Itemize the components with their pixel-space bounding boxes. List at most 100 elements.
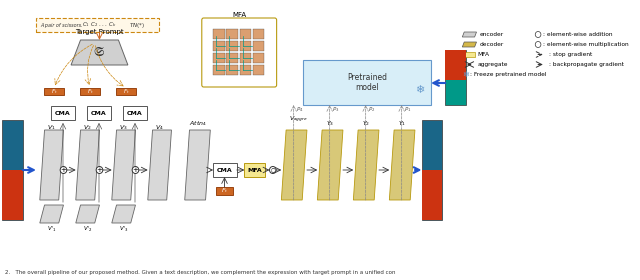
Text: : element-wise addition: : element-wise addition: [543, 32, 612, 37]
Text: +: +: [132, 167, 138, 173]
Text: : backpropagate gradient: : backpropagate gradient: [548, 62, 623, 67]
Text: CMA: CMA: [217, 167, 233, 172]
FancyBboxPatch shape: [216, 187, 233, 195]
FancyBboxPatch shape: [303, 60, 431, 105]
Polygon shape: [389, 130, 415, 200]
Text: : Freeze pretrained model: : Freeze pretrained model: [470, 72, 547, 77]
Text: : element-wise multiplication: : element-wise multiplication: [543, 42, 628, 47]
FancyBboxPatch shape: [239, 65, 251, 75]
Text: +: +: [97, 167, 102, 173]
FancyBboxPatch shape: [239, 29, 251, 39]
Circle shape: [96, 167, 103, 174]
Text: $P_1$: $P_1$: [404, 105, 411, 114]
FancyBboxPatch shape: [253, 65, 264, 75]
Text: $F_t$: $F_t$: [123, 87, 129, 96]
Text: $F_t$: $F_t$: [221, 186, 228, 195]
Text: $F_t$: $F_t$: [51, 87, 58, 96]
FancyBboxPatch shape: [2, 120, 23, 220]
Polygon shape: [76, 130, 99, 200]
Text: $Y_1$: $Y_1$: [398, 119, 406, 128]
Text: $V'_1$: $V'_1$: [47, 225, 56, 234]
Polygon shape: [40, 205, 63, 223]
Circle shape: [60, 167, 67, 174]
Polygon shape: [112, 130, 136, 200]
FancyBboxPatch shape: [213, 29, 225, 39]
Text: $V_{aggre}$: $V_{aggre}$: [289, 115, 308, 125]
FancyBboxPatch shape: [202, 18, 276, 87]
FancyBboxPatch shape: [422, 170, 442, 220]
FancyBboxPatch shape: [227, 41, 238, 51]
Text: $TN(*)$: $TN(*)$: [129, 20, 145, 29]
FancyBboxPatch shape: [253, 29, 264, 39]
Text: MFA: MFA: [477, 52, 490, 57]
Text: Target Prompt: Target Prompt: [75, 29, 124, 35]
Text: $\mathfrak{S}$: $\mathfrak{S}$: [93, 46, 106, 59]
Polygon shape: [317, 130, 343, 200]
Text: $Attn_4$: $Attn_4$: [189, 119, 207, 128]
Text: : stop gradient: : stop gradient: [548, 52, 592, 57]
Text: decoder: decoder: [479, 42, 504, 47]
Polygon shape: [282, 130, 307, 200]
FancyBboxPatch shape: [213, 53, 225, 63]
Polygon shape: [148, 130, 172, 200]
Polygon shape: [185, 130, 211, 200]
Text: CMA: CMA: [91, 111, 107, 116]
Text: $C_1\ C_2\ ...\ C_k$: $C_1\ C_2\ ...\ C_k$: [82, 20, 117, 29]
FancyBboxPatch shape: [123, 106, 147, 120]
Text: ❄: ❄: [463, 70, 470, 79]
FancyBboxPatch shape: [36, 18, 159, 32]
Text: $V_2$: $V_2$: [83, 123, 92, 132]
FancyBboxPatch shape: [213, 41, 225, 51]
Text: $V_4$: $V_4$: [156, 123, 164, 132]
Polygon shape: [76, 205, 99, 223]
Text: $P_2$: $P_2$: [367, 105, 375, 114]
Text: $Y_2$: $Y_2$: [362, 119, 370, 128]
FancyBboxPatch shape: [2, 170, 23, 220]
Polygon shape: [462, 42, 477, 47]
FancyBboxPatch shape: [213, 163, 237, 177]
Text: $Y_3$: $Y_3$: [326, 119, 334, 128]
Polygon shape: [462, 32, 477, 37]
Circle shape: [535, 32, 541, 38]
Text: $V'_2$: $V'_2$: [83, 225, 92, 234]
Circle shape: [269, 167, 276, 174]
FancyBboxPatch shape: [445, 50, 466, 105]
Text: A pair of scissors.: A pair of scissors.: [40, 22, 83, 27]
FancyBboxPatch shape: [213, 65, 225, 75]
Polygon shape: [112, 205, 136, 223]
Text: aggregate: aggregate: [477, 62, 508, 67]
FancyBboxPatch shape: [227, 65, 238, 75]
FancyBboxPatch shape: [227, 53, 238, 63]
Text: ○: ○: [536, 43, 540, 46]
FancyBboxPatch shape: [445, 50, 466, 80]
Text: $V'_3$: $V'_3$: [119, 225, 129, 234]
Text: encoder: encoder: [479, 32, 504, 37]
FancyBboxPatch shape: [116, 88, 136, 95]
FancyBboxPatch shape: [253, 53, 264, 63]
Text: +: +: [61, 167, 67, 173]
Text: $F_t$: $F_t$: [86, 87, 93, 96]
FancyBboxPatch shape: [44, 88, 65, 95]
Polygon shape: [40, 130, 63, 200]
FancyBboxPatch shape: [239, 41, 251, 51]
FancyBboxPatch shape: [79, 88, 100, 95]
FancyBboxPatch shape: [227, 29, 238, 39]
Text: Pretrained
model: Pretrained model: [347, 73, 387, 92]
Text: 2.   The overall pipeline of our proposed method. Given a text description, we c: 2. The overall pipeline of our proposed …: [4, 270, 396, 275]
Text: $P_4$: $P_4$: [296, 105, 303, 114]
Text: CMA: CMA: [55, 111, 71, 116]
Text: CMA: CMA: [127, 111, 143, 116]
FancyBboxPatch shape: [464, 52, 475, 57]
FancyBboxPatch shape: [253, 41, 264, 51]
Text: MFA: MFA: [232, 12, 246, 18]
FancyBboxPatch shape: [87, 106, 111, 120]
Text: MFA: MFA: [248, 167, 262, 172]
FancyBboxPatch shape: [51, 106, 75, 120]
Text: $P_3$: $P_3$: [332, 105, 339, 114]
Polygon shape: [71, 40, 128, 65]
FancyBboxPatch shape: [239, 53, 251, 63]
FancyBboxPatch shape: [422, 120, 442, 220]
Circle shape: [132, 167, 139, 174]
Text: $V_3$: $V_3$: [119, 123, 128, 132]
Text: $V_1$: $V_1$: [47, 123, 56, 132]
